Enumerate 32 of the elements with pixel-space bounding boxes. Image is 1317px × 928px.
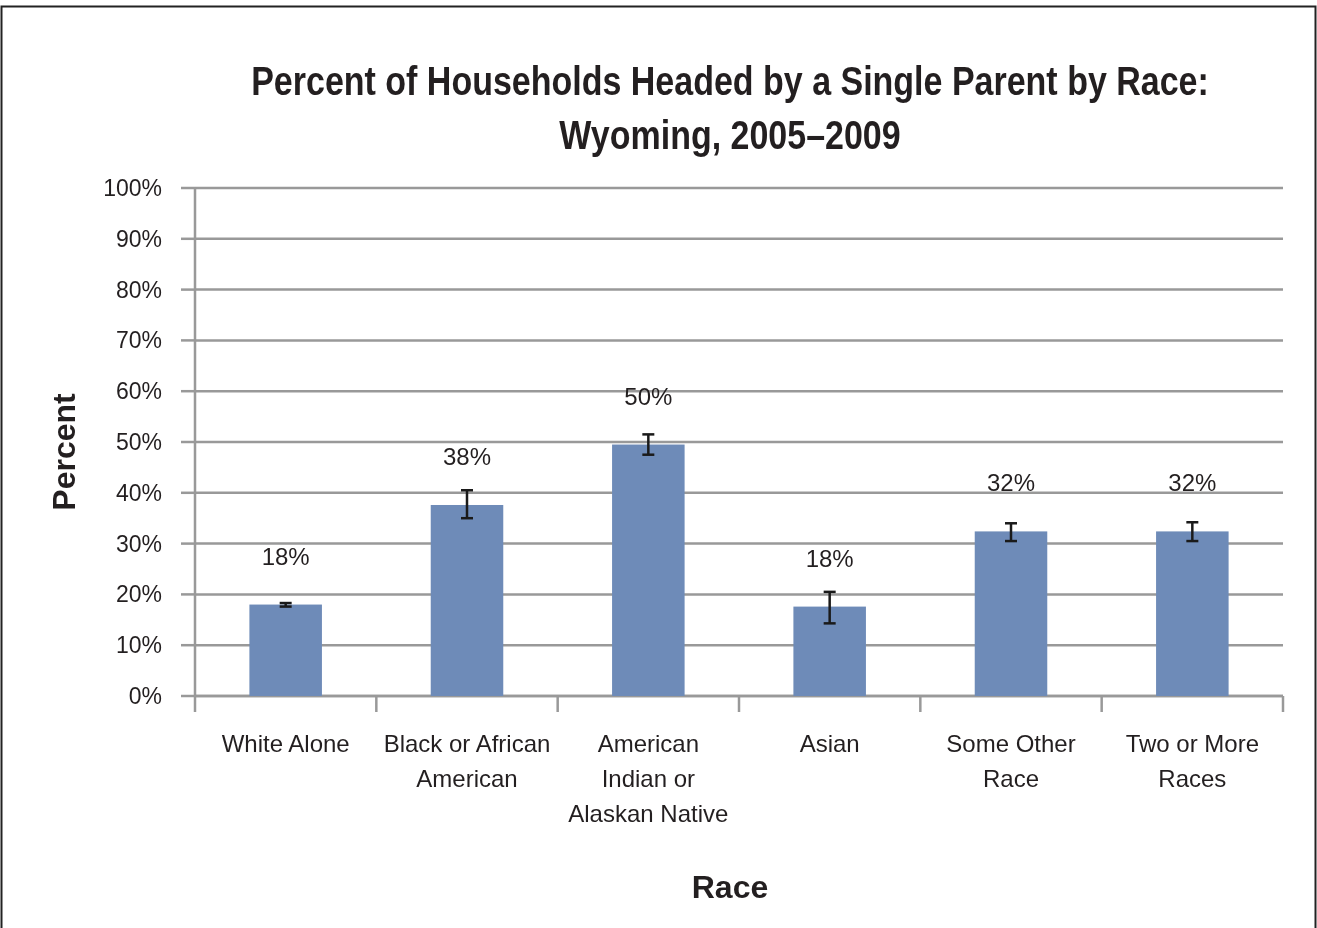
data-label: 32%	[986, 469, 1036, 497]
chart-title: Percent of Households Headed by a Single Parent by Race: Wyoming, 2005–2009	[251, 58, 1209, 158]
y-tick-label: 0%	[128, 683, 162, 710]
x-tick-label: White Alone	[221, 730, 350, 757]
x-tick-label: Asian	[799, 730, 860, 757]
bar	[793, 606, 866, 696]
y-tick-label: 80%	[115, 276, 162, 303]
bar	[430, 504, 504, 696]
y-tick-label: 60%	[115, 378, 162, 405]
y-tick-label: 20%	[115, 581, 162, 608]
x-axis-title: Race	[691, 869, 769, 905]
x-tick-label: Black or African American	[383, 730, 551, 792]
bar	[249, 604, 322, 696]
x-tick-label: Some Other Race	[946, 730, 1076, 792]
x-tick-label: American Indian or Alaskan Native	[568, 730, 729, 827]
data-label: 18%	[261, 542, 310, 570]
data-label: 38%	[442, 442, 492, 470]
y-tick-label: 50%	[115, 429, 162, 456]
y-tick-label: 100%	[103, 175, 162, 202]
data-label: 18%	[805, 544, 854, 572]
bar	[974, 531, 1048, 696]
y-tick-label: 70%	[115, 327, 162, 354]
y-axis-title: Percent	[46, 392, 82, 511]
bar	[612, 444, 685, 696]
y-tick-label: 10%	[115, 632, 162, 659]
data-label: 32%	[1168, 469, 1217, 497]
data-label: 50%	[624, 382, 673, 410]
bar	[1156, 531, 1229, 696]
x-tick-label: Two or More Races	[1125, 730, 1260, 792]
y-tick-label: 40%	[115, 479, 162, 506]
y-tick-label: 30%	[115, 530, 162, 557]
y-tick-label: 90%	[115, 225, 162, 252]
